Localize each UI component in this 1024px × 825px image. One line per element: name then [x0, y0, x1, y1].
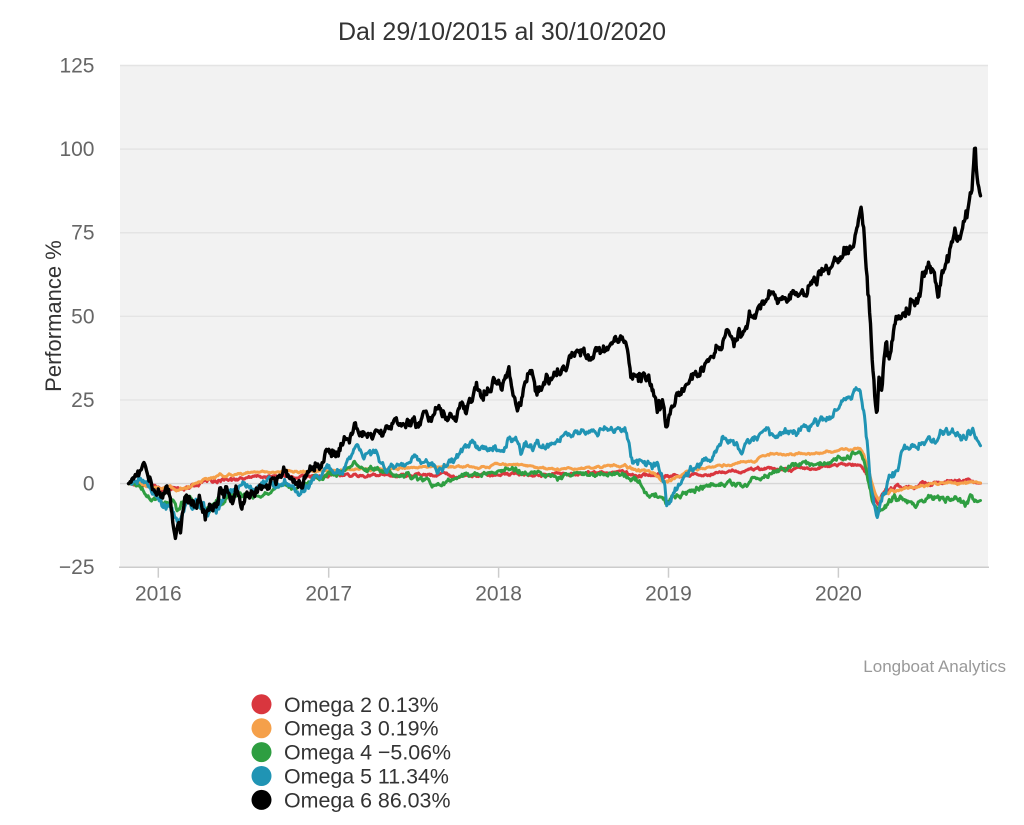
svg-text:2017: 2017 [305, 583, 352, 606]
svg-text:Omega 2 0.13%: Omega 2 0.13% [284, 693, 439, 717]
svg-text:Longboat Analytics: Longboat Analytics [863, 657, 1006, 676]
svg-text:Performance %: Performance % [41, 240, 66, 392]
svg-text:Omega 6 86.03%: Omega 6 86.03% [284, 788, 450, 812]
svg-text:50: 50 [71, 305, 94, 328]
svg-text:75: 75 [71, 222, 94, 245]
svg-text:2018: 2018 [475, 583, 522, 606]
svg-text:Omega 3 0.19%: Omega 3 0.19% [284, 717, 439, 741]
svg-text:2016: 2016 [135, 583, 182, 606]
svg-text:−25: −25 [59, 556, 95, 579]
svg-text:Omega 4 −5.06%: Omega 4 −5.06% [284, 741, 451, 765]
svg-text:0: 0 [83, 473, 95, 496]
svg-text:2020: 2020 [815, 583, 862, 606]
svg-text:Dal 29/10/2015 al 30/10/2020: Dal 29/10/2015 al 30/10/2020 [338, 18, 666, 46]
svg-text:125: 125 [59, 55, 94, 78]
svg-text:2019: 2019 [645, 583, 692, 606]
svg-text:Omega 5 11.34%: Omega 5 11.34% [284, 765, 449, 789]
svg-text:25: 25 [71, 389, 94, 412]
svg-text:100: 100 [59, 138, 94, 161]
